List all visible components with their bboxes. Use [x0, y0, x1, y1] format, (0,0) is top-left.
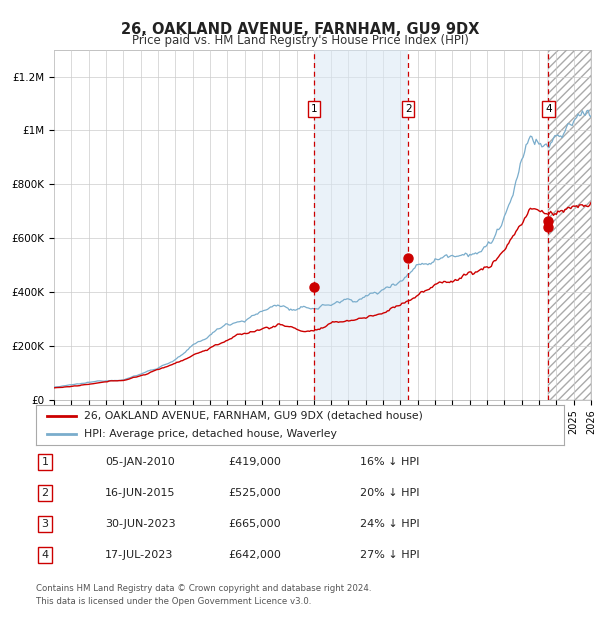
Text: £665,000: £665,000	[228, 519, 281, 529]
Text: Contains HM Land Registry data © Crown copyright and database right 2024.
This d: Contains HM Land Registry data © Crown c…	[36, 584, 371, 606]
Text: 16-JUN-2015: 16-JUN-2015	[105, 488, 176, 498]
Text: 05-JAN-2010: 05-JAN-2010	[105, 457, 175, 467]
Text: £525,000: £525,000	[228, 488, 281, 498]
Text: 1: 1	[311, 104, 317, 114]
Text: Price paid vs. HM Land Registry's House Price Index (HPI): Price paid vs. HM Land Registry's House …	[131, 34, 469, 47]
Text: £419,000: £419,000	[228, 457, 281, 467]
Text: 2: 2	[41, 488, 49, 498]
Bar	[548, 50, 591, 400]
Text: 2: 2	[405, 104, 412, 114]
Text: 16% ↓ HPI: 16% ↓ HPI	[360, 457, 419, 467]
Text: 27% ↓ HPI: 27% ↓ HPI	[360, 550, 419, 560]
Text: HPI: Average price, detached house, Waverley: HPI: Average price, detached house, Wave…	[83, 429, 337, 440]
Text: 20% ↓ HPI: 20% ↓ HPI	[360, 488, 419, 498]
Text: 1: 1	[41, 457, 49, 467]
Text: 26, OAKLAND AVENUE, FARNHAM, GU9 9DX (detached house): 26, OAKLAND AVENUE, FARNHAM, GU9 9DX (de…	[83, 410, 422, 421]
Text: 30-JUN-2023: 30-JUN-2023	[105, 519, 176, 529]
Text: 4: 4	[545, 104, 551, 114]
Bar	[548, 50, 591, 400]
Text: £642,000: £642,000	[228, 550, 281, 560]
Text: 4: 4	[41, 550, 49, 560]
Text: 24% ↓ HPI: 24% ↓ HPI	[360, 519, 419, 529]
Text: 26, OAKLAND AVENUE, FARNHAM, GU9 9DX: 26, OAKLAND AVENUE, FARNHAM, GU9 9DX	[121, 22, 479, 37]
Text: 17-JUL-2023: 17-JUL-2023	[105, 550, 173, 560]
Bar	[314, 50, 408, 400]
Text: 3: 3	[41, 519, 49, 529]
